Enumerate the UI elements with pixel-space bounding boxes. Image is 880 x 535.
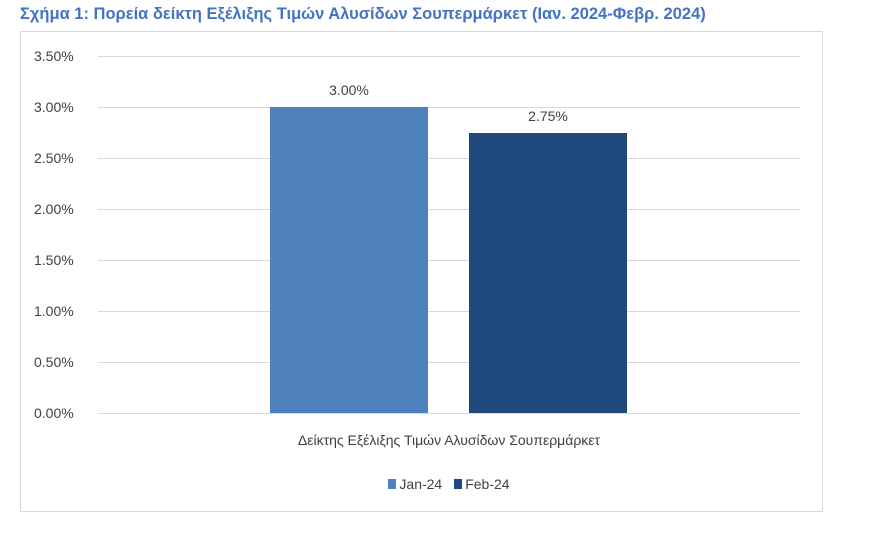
gridline: [98, 260, 800, 261]
plot-area: 3.00% 2.75%: [98, 56, 800, 414]
y-tick-label: 2.50%: [34, 150, 74, 166]
gridline: [98, 56, 800, 57]
gridline: [98, 413, 800, 414]
legend-swatch-feb-icon: [454, 479, 463, 489]
gridline: [98, 362, 800, 363]
legend-label-jan: Jan-24: [399, 476, 443, 492]
data-label-jan-24: 3.00%: [329, 82, 369, 98]
y-tick-label: 1.00%: [34, 303, 74, 319]
chart-title: Σχήμα 1: Πορεία δείκτη Εξέλιξης Τιμών Αλ…: [20, 5, 706, 23]
bar-jan-24: [270, 107, 428, 413]
y-tick-label: 0.50%: [34, 354, 74, 370]
legend-item-feb: Feb-24: [454, 476, 510, 492]
y-tick-label: 2.00%: [34, 201, 74, 217]
legend: Jan-24 Feb-24: [98, 476, 800, 492]
gridline: [98, 158, 800, 159]
legend-label-feb: Feb-24: [465, 476, 510, 492]
gridline: [98, 107, 800, 108]
x-axis-category-label: Δείκτης Εξέλιξης Τιμών Αλυσίδων Σουπερμά…: [297, 432, 601, 448]
gridline: [98, 311, 800, 312]
legend-item-jan: Jan-24: [388, 476, 442, 492]
data-label-feb-24: 2.75%: [528, 107, 568, 124]
y-tick-label: 3.50%: [34, 48, 74, 64]
legend-swatch-jan-icon: [388, 479, 397, 489]
bar-feb-24: [469, 132, 627, 413]
y-tick-label: 3.00%: [34, 99, 74, 115]
gridline: [98, 209, 800, 210]
y-tick-label: 0.00%: [34, 405, 74, 421]
y-tick-label: 1.50%: [34, 252, 74, 268]
